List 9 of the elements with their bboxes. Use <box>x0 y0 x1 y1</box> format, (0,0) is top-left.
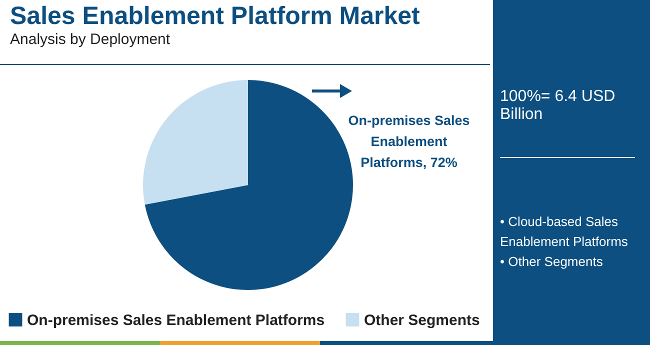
pie-slice <box>143 80 248 205</box>
chart-subtitle: Analysis by Deployment <box>10 31 170 48</box>
legend-label: On-premises Sales Enablement Platforms <box>27 312 325 329</box>
text: 100%= 6.4 USD Billion <box>500 88 616 124</box>
text: On-premises Sales Enablement Platforms, 72% <box>347 112 471 172</box>
chart-title: Sales Enablement Platform Market <box>10 2 420 31</box>
text: • Cloud-based Sales Enablement Platforms <box>500 213 629 251</box>
legend-label: Other Segments <box>364 312 480 329</box>
text: • Other Segments <box>500 253 604 271</box>
